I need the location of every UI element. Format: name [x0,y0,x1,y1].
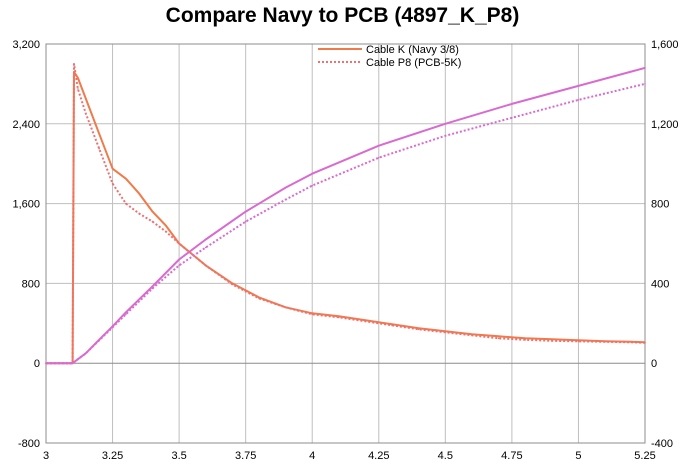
series-2-point [284,186,287,189]
x-tick-label: 3.75 [235,450,256,462]
y2-tick-label: 0 [651,358,657,370]
series-2-point [577,85,580,87]
series-2-point [244,210,247,213]
y-tick-label: 3,200 [12,39,40,51]
y-tick-label: 0 [34,358,40,370]
series-0-point [98,133,100,135]
y2-tick-label: -400 [651,438,673,450]
series-1-point [258,297,260,300]
series-0-point [165,224,167,227]
x-tick-label: 3.5 [171,450,186,462]
y2-tick-label: 1,600 [651,39,679,51]
series-3-point [284,198,287,201]
series-1-point [111,182,114,185]
series-2-point [204,238,207,241]
series-1-point [417,328,420,331]
x-tick-label: 4.25 [368,450,389,462]
series-0-point [77,77,79,79]
y2-tick-label: 400 [651,278,669,290]
series-3-point [311,184,314,187]
series-1-point [284,306,287,309]
series-0-point [151,210,154,213]
x-tick-label: 4 [309,450,315,462]
x-tick-label: 3 [43,450,49,462]
plot-area [46,44,645,443]
series-3-point [85,352,87,355]
series-1-point [630,341,633,344]
y2-tick-label: 1,200 [651,119,679,131]
x-tick-label: 3.25 [102,450,123,462]
series-0-point [138,192,140,195]
series-0-point [125,177,127,180]
series-1-point [165,230,167,233]
legend-label: Cable K (Navy 3/8) [366,44,459,56]
series-3-point [178,264,180,267]
x-tick-label: 5 [575,450,581,462]
series-1-point [497,337,500,340]
series-1-point [604,341,606,343]
series-1-point [73,63,75,65]
chart-title: Compare Navy to PCB (4897_K_P8) [165,4,520,27]
series-1-point [77,88,79,90]
series-2-point [311,172,314,175]
series-2-point [511,103,513,105]
series-1-point [471,334,473,337]
x-tick-label: 5.25 [634,450,655,462]
series-3-point [125,313,127,316]
series-1-point [98,147,100,150]
series-1-point [364,320,367,323]
y2-tick-label: 800 [651,199,669,211]
series-3-point [111,326,114,329]
y-tick-label: 1,600 [12,199,40,211]
series-3-point [577,99,580,101]
series-3-point [45,362,47,365]
series-3-point [151,287,154,290]
series-1-point [644,342,646,344]
series-1-point [391,324,393,327]
series-2-point [444,123,447,125]
series-2-point [378,144,380,147]
series-1-point [204,264,207,267]
series-3-point [204,246,207,249]
plot-frame [45,43,646,444]
series-3-point [644,83,646,85]
series-1-point [524,339,526,341]
series-1-point [338,316,340,319]
series-2-point [644,67,646,69]
y-tick-label: -800 [18,438,40,450]
series-1-point [444,331,447,334]
x-tick-label: 4.5 [438,450,453,462]
legend-label: Cable P8 (PCB-5K) [366,57,461,69]
y-tick-label: 2,400 [12,119,40,131]
series-3-point [444,135,447,137]
series-1-point [85,113,87,115]
series-1-point [551,340,553,342]
series-1-point [311,313,314,316]
series-0-point [551,338,553,341]
series-1-point [178,242,180,245]
series-2-point [178,258,180,261]
series-0-point [497,335,500,338]
series-1-point [577,340,580,343]
x-tick-label: 4.75 [501,450,522,462]
series-0-point [111,167,114,170]
series-1-point [231,283,234,286]
series-1-point [151,220,154,223]
series-3-point [378,156,380,159]
series-1-point [125,202,127,205]
series-3-point [511,117,513,119]
series-3-point [244,220,247,223]
y-tick-label: 800 [22,278,40,290]
series-0-point [524,337,526,340]
series-3-point [98,339,100,342]
series-1-point [138,212,140,215]
series-0-point [85,98,87,100]
series-3-point [71,362,74,365]
